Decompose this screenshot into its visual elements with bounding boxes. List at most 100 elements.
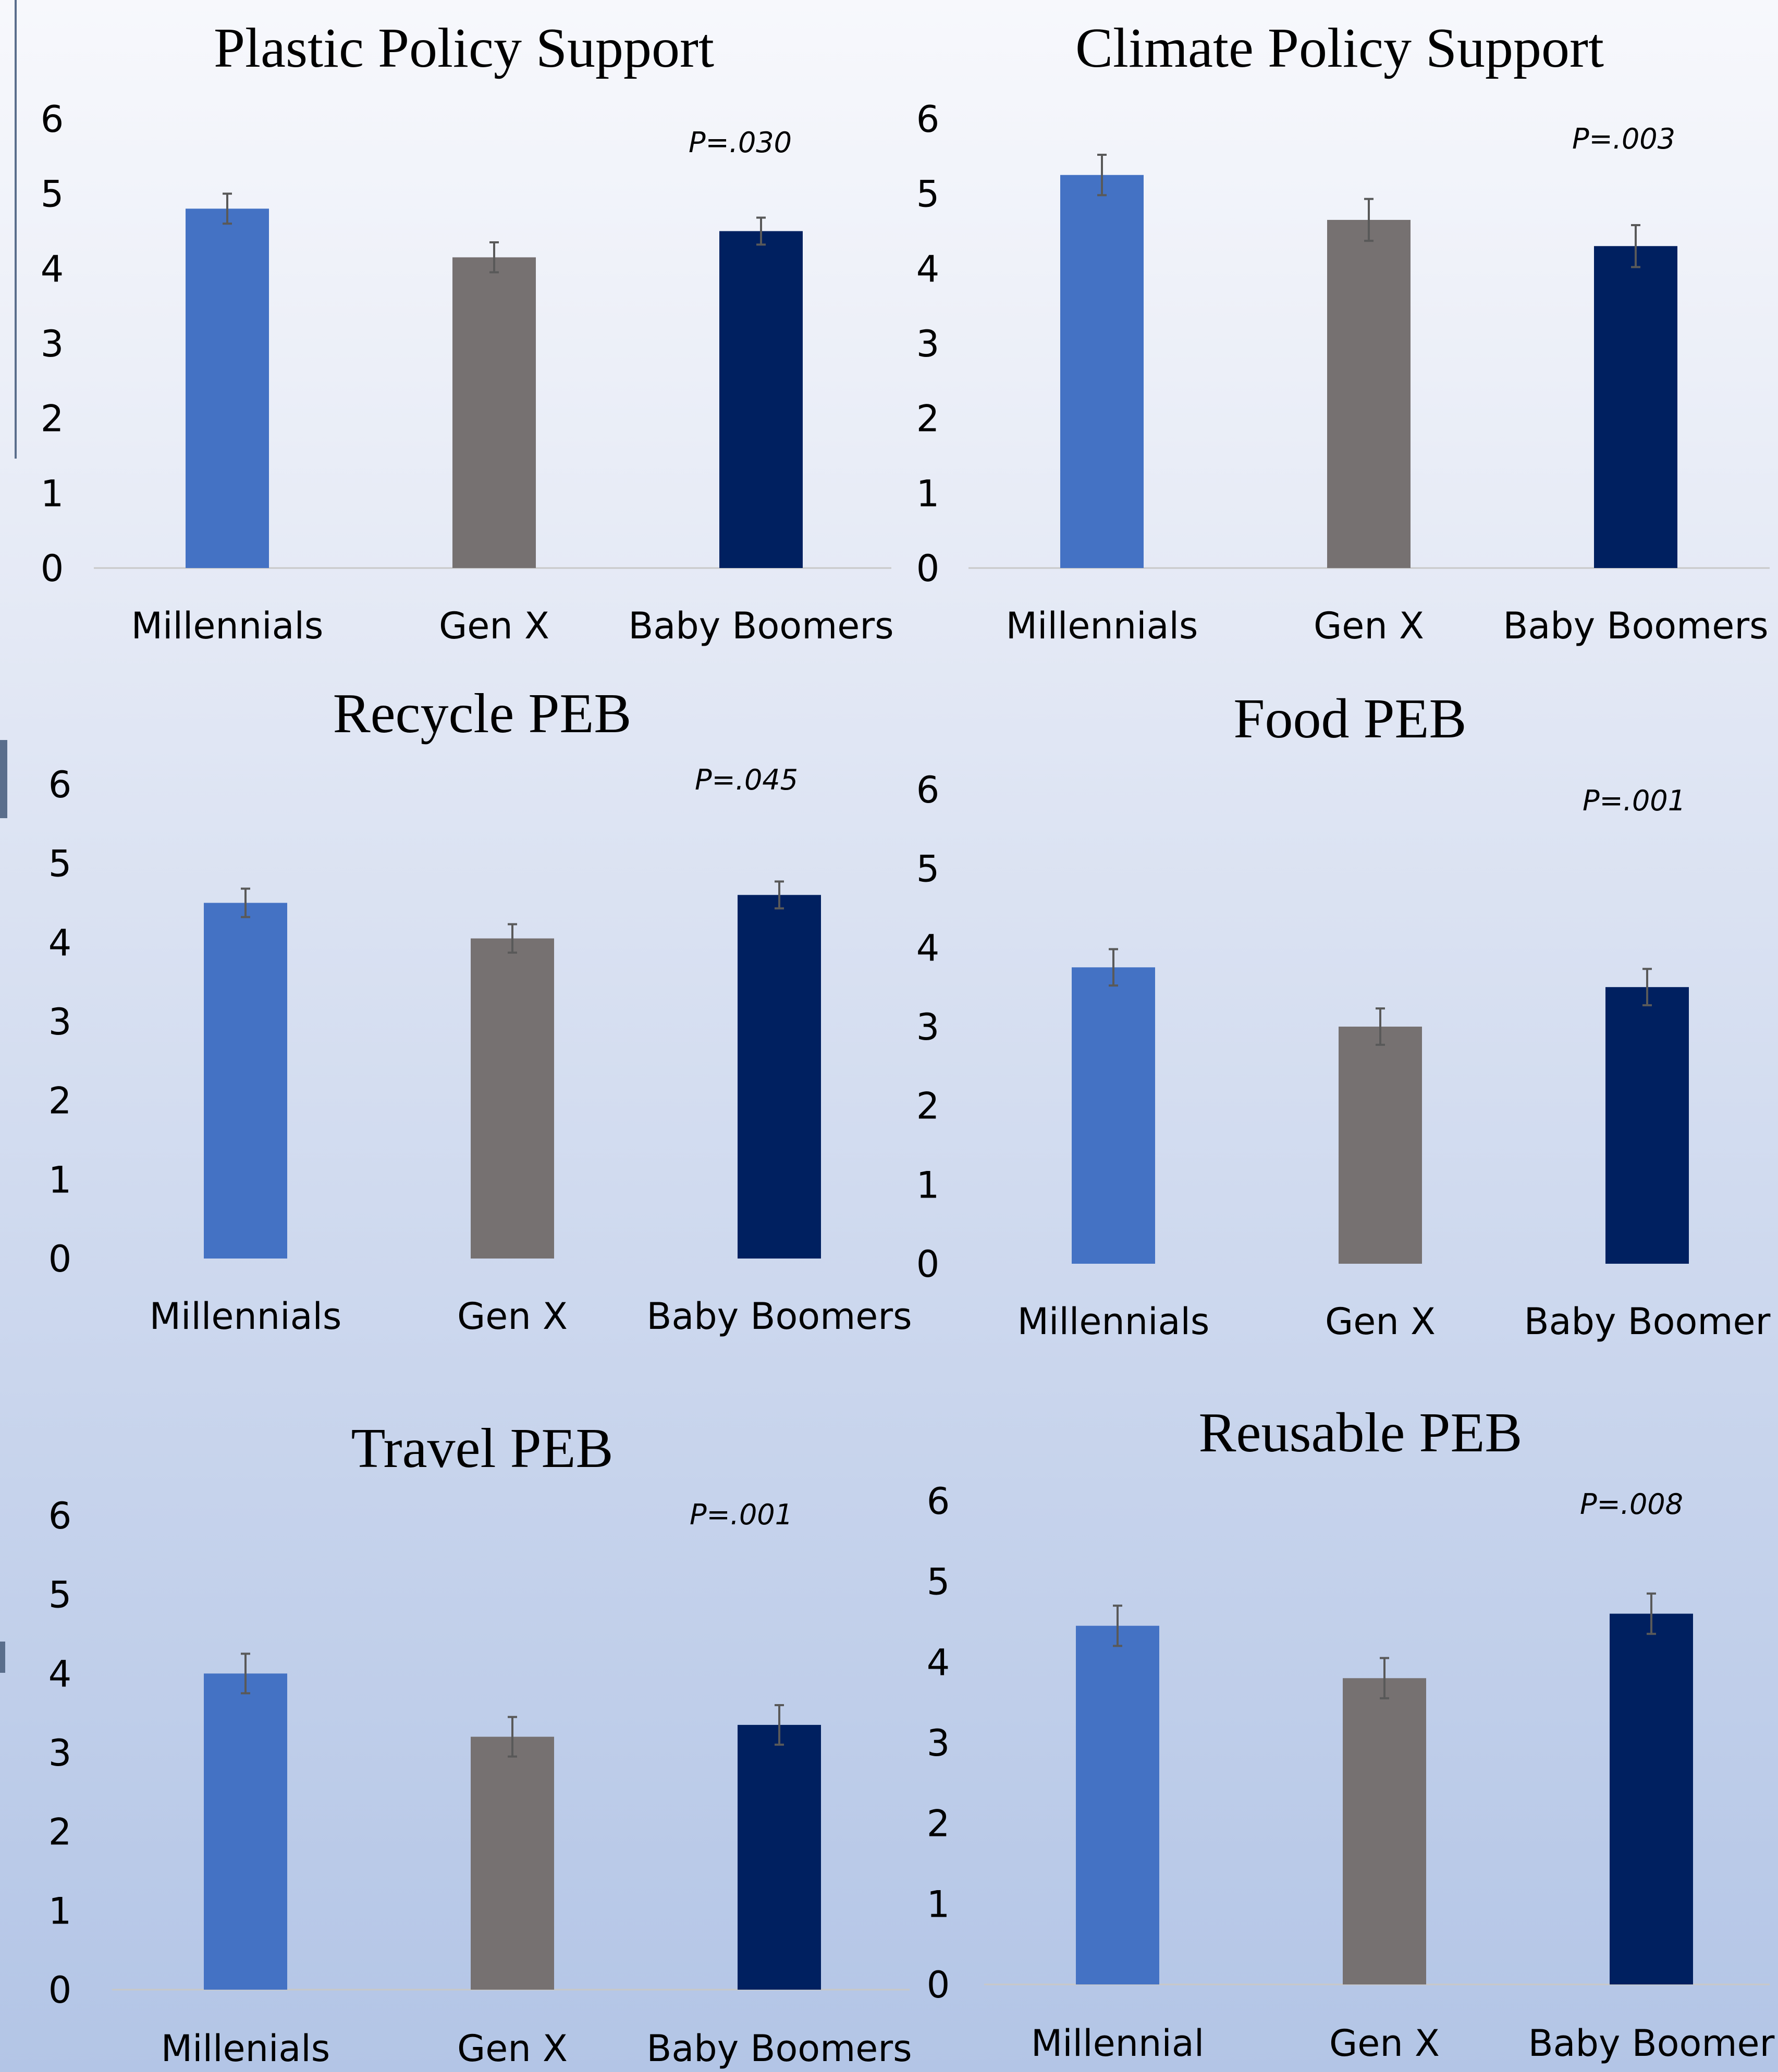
bar xyxy=(738,895,821,1259)
y-tick-label: 5 xyxy=(927,1561,950,1604)
bar xyxy=(1605,987,1689,1264)
bar xyxy=(1343,1678,1426,1984)
error-bar xyxy=(223,192,232,225)
y-tick-label: 6 xyxy=(916,769,940,811)
category-label: Gen X xyxy=(439,605,549,647)
chart-title: Climate Policy Support xyxy=(1075,17,1604,79)
p-value-label: P=.001 xyxy=(1583,784,1686,817)
category-label: Baby Boomers xyxy=(628,605,893,647)
category-label: Baby Boomers xyxy=(646,1295,912,1338)
error-bar xyxy=(241,1652,250,1695)
chart-title: Travel PEB xyxy=(351,1417,613,1479)
chart-title: Plastic Policy Support xyxy=(214,17,714,79)
bar xyxy=(1610,1613,1693,1984)
y-tick-label: 6 xyxy=(927,1480,950,1523)
category-label: Millennials xyxy=(131,605,324,647)
bar xyxy=(1339,1027,1422,1264)
p-value-label: P=.045 xyxy=(695,763,798,796)
y-tick-label: 0 xyxy=(48,1969,72,2012)
bar xyxy=(204,1673,287,1990)
y-tick-label: 4 xyxy=(927,1641,950,1684)
error-bar xyxy=(508,1716,517,1758)
y-tick-label: 3 xyxy=(41,323,64,365)
category-label: Baby Boomers xyxy=(1503,605,1768,647)
error-bar xyxy=(489,241,499,274)
y-tick-label: 1 xyxy=(916,1164,940,1206)
error-bar xyxy=(1113,1605,1122,1647)
y-tick-label: 1 xyxy=(41,472,64,515)
error-bar xyxy=(775,880,784,910)
p-value-label: P=.030 xyxy=(689,126,792,159)
category-label: Gen X xyxy=(1329,2022,1440,2065)
chart-title: Food PEB xyxy=(1233,688,1466,750)
category-label: Gen X xyxy=(1325,1300,1436,1343)
y-tick-label: 6 xyxy=(41,98,64,141)
error-bar xyxy=(1631,224,1640,268)
y-tick-label: 2 xyxy=(916,1085,940,1128)
bar xyxy=(471,938,554,1259)
p-value-label: P=.003 xyxy=(1572,122,1675,155)
y-tick-label: 2 xyxy=(916,398,940,440)
error-bar xyxy=(1380,1657,1389,1699)
y-tick-label: 3 xyxy=(48,1001,72,1043)
chart-title: Reusable PEB xyxy=(1199,1402,1523,1464)
y-tick-label: 2 xyxy=(927,1803,950,1845)
category-label: Millennials xyxy=(150,1295,342,1338)
y-tick-label: 4 xyxy=(48,1652,72,1695)
category-label: Baby Boomer xyxy=(1524,1300,1771,1343)
y-tick-label: 0 xyxy=(48,1238,72,1280)
y-tick-label: 5 xyxy=(48,843,72,885)
error-bar xyxy=(1376,1007,1385,1046)
chart-title: Recycle PEB xyxy=(333,683,632,745)
error-bar xyxy=(1364,198,1374,242)
error-bar xyxy=(1109,948,1118,987)
bar xyxy=(738,1724,821,1990)
y-tick-label: 0 xyxy=(916,1243,940,1286)
y-tick-label: 5 xyxy=(916,848,940,891)
chart-panel: Reusable PEB P=.008 0 1 2 3 4 5 6 Millennial Gen X… xyxy=(927,1402,1775,2065)
bar xyxy=(204,903,287,1259)
y-tick-label: 2 xyxy=(48,1811,72,1854)
error-bar xyxy=(1642,968,1652,1007)
bar xyxy=(719,231,803,568)
chart-panel: Plastic Policy Support P=.030 0 1 2 3 4 5 6 Mille… xyxy=(41,17,894,647)
y-tick-label: 6 xyxy=(48,1495,72,1537)
y-tick-label: 2 xyxy=(41,398,64,440)
chart-panel: Food PEB P=.001 0 1 2 3 4 5 6 Millennials Gen X Bab… xyxy=(916,688,1771,1343)
p-value-label: P=.008 xyxy=(1580,1488,1683,1521)
y-tick-label: 4 xyxy=(916,248,940,290)
y-tick-label: 4 xyxy=(41,248,64,290)
y-tick-label: 0 xyxy=(927,1964,950,2006)
y-tick-label: 0 xyxy=(916,547,940,590)
bar xyxy=(471,1736,554,1990)
y-tick-label: 3 xyxy=(916,323,940,365)
p-value-label: P=.001 xyxy=(690,1498,793,1531)
y-tick-label: 4 xyxy=(48,921,72,964)
left-edge-decoration xyxy=(0,0,17,1673)
chart-panel: Climate Policy Support P=.003 0 1 2 3 4 5 6 Mille… xyxy=(916,17,1770,647)
error-bar xyxy=(1647,1592,1656,1635)
error-bar xyxy=(508,923,517,954)
category-label: Baby Boomer xyxy=(1528,2022,1775,2065)
y-tick-label: 5 xyxy=(41,173,64,216)
bar xyxy=(186,208,269,568)
error-bar xyxy=(241,887,250,918)
bar xyxy=(1594,246,1677,568)
y-tick-label: 1 xyxy=(927,1883,950,1926)
y-tick-label: 3 xyxy=(48,1732,72,1774)
category-label: Gen X xyxy=(1314,605,1424,647)
chart-panel: Recycle PEB P=.045 0 1 2 3 4 5 6 Millennials Gen X… xyxy=(48,683,912,1338)
bar xyxy=(1072,967,1155,1264)
category-label: Millenials xyxy=(161,2027,330,2070)
bar xyxy=(1060,175,1144,568)
y-tick-label: 1 xyxy=(48,1890,72,1932)
y-tick-label: 3 xyxy=(927,1722,950,1765)
category-label: Gen X xyxy=(457,2027,568,2070)
y-tick-label: 5 xyxy=(916,173,940,216)
chart-panel: Travel PEB P=.001 0 1 2 3 4 5 6 Millenials Gen X Ba… xyxy=(48,1417,912,2070)
y-tick-label: 3 xyxy=(916,1006,940,1049)
bar xyxy=(452,257,536,568)
y-tick-label: 0 xyxy=(41,547,64,590)
y-tick-label: 1 xyxy=(916,472,940,515)
